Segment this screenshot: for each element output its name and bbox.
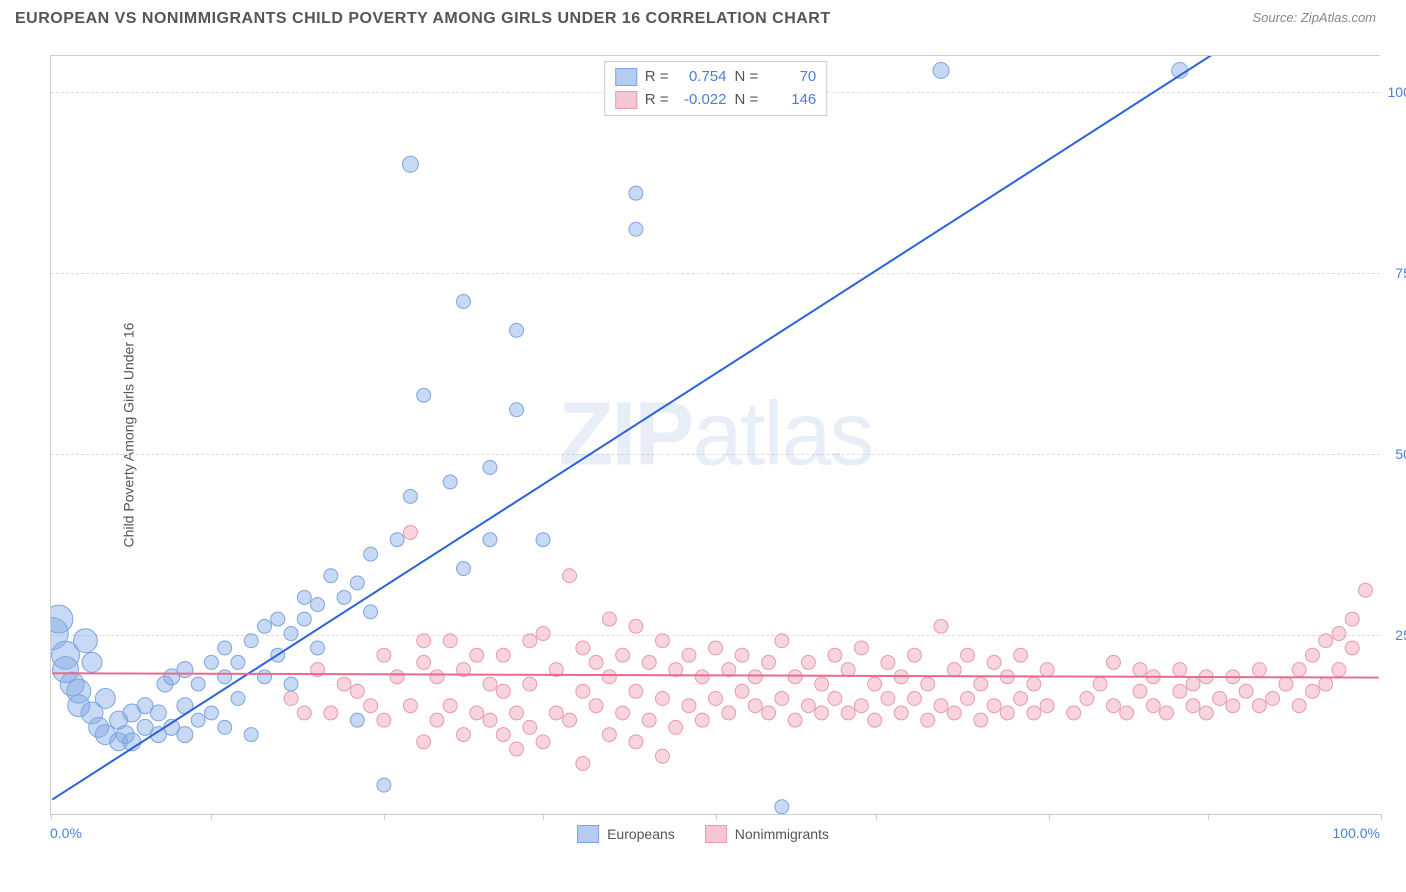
legend-swatch xyxy=(577,825,599,843)
x-tick xyxy=(384,814,385,820)
r-value: 0.754 xyxy=(677,66,727,89)
x-tick xyxy=(1208,814,1209,820)
y-tick-label: 25.0% xyxy=(1395,627,1406,643)
series-legend: Europeans Nonimmigrants xyxy=(577,825,829,843)
r-value: -0.022 xyxy=(677,89,727,112)
legend-swatch xyxy=(615,68,637,86)
x-axis-min: 0.0% xyxy=(50,825,82,841)
n-value: 146 xyxy=(766,89,816,112)
legend-series-label: Nonimmigrants xyxy=(735,826,829,842)
stats-legend: R = 0.754 N = 70 R = -0.022 N = 146 xyxy=(604,61,828,116)
n-label: N = xyxy=(735,66,759,89)
y-tick-label: 50.0% xyxy=(1395,446,1406,462)
x-tick xyxy=(716,814,717,820)
chart-title: EUROPEAN VS NONIMMIGRANTS CHILD POVERTY … xyxy=(15,10,831,28)
r-label: R = xyxy=(645,66,669,89)
legend-swatch xyxy=(615,91,637,109)
x-tick xyxy=(543,814,544,820)
legend-series-item: Europeans xyxy=(577,825,675,843)
legend-series-label: Europeans xyxy=(607,826,675,842)
x-tick xyxy=(51,814,52,820)
legend-swatch xyxy=(705,825,727,843)
x-tick xyxy=(1381,814,1382,820)
y-tick-label: 100.0% xyxy=(1388,84,1406,100)
y-tick-label: 75.0% xyxy=(1395,265,1406,281)
legend-stats-row: R = 0.754 N = 70 xyxy=(615,66,817,89)
x-axis-max: 100.0% xyxy=(1333,825,1380,841)
x-tick xyxy=(211,814,212,820)
legend-stats-row: R = -0.022 N = 146 xyxy=(615,89,817,112)
n-value: 70 xyxy=(766,66,816,89)
n-label: N = xyxy=(735,89,759,112)
chart-area: Child Poverty Among Girls Under 16 ZIPat… xyxy=(50,55,1380,815)
x-tick xyxy=(876,814,877,820)
scatter-plot xyxy=(51,56,1380,814)
source-attribution: Source: ZipAtlas.com xyxy=(1252,10,1376,25)
x-tick xyxy=(1049,814,1050,820)
legend-series-item: Nonimmigrants xyxy=(705,825,829,843)
r-label: R = xyxy=(645,89,669,112)
